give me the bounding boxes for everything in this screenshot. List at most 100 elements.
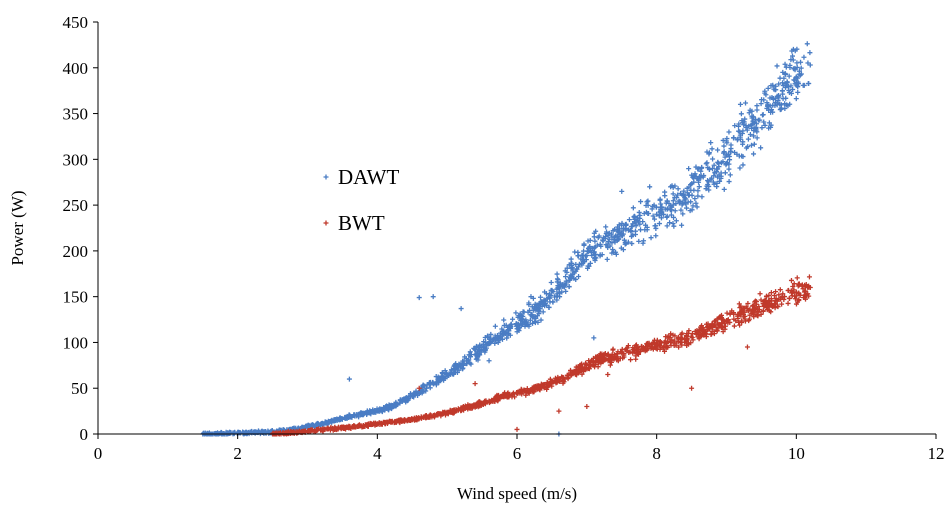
data-point-dawt bbox=[717, 178, 723, 184]
data-point-dawt bbox=[632, 228, 638, 234]
legend-label-bwt: BWT bbox=[338, 211, 385, 235]
data-point-bwt bbox=[594, 358, 600, 364]
data-point-dawt bbox=[586, 245, 592, 251]
data-point-dawt bbox=[792, 48, 798, 54]
data-point-bwt bbox=[727, 310, 733, 316]
data-point-dawt bbox=[679, 222, 685, 228]
data-point-dawt bbox=[451, 371, 457, 377]
data-point-dawt bbox=[454, 370, 460, 376]
data-point-bwt bbox=[382, 421, 388, 427]
data-point-dawt bbox=[739, 131, 745, 137]
data-point-dawt bbox=[544, 302, 550, 308]
data-point-bwt bbox=[741, 314, 747, 320]
data-point-dawt bbox=[694, 204, 700, 210]
data-point-dawt bbox=[678, 190, 684, 196]
data-point-bwt bbox=[535, 386, 541, 392]
data-point-bwt bbox=[316, 426, 322, 432]
data-point-bwt bbox=[495, 393, 501, 399]
data-point-bwt bbox=[512, 394, 518, 400]
data-point-bwt bbox=[657, 344, 663, 350]
data-point-dawt bbox=[204, 430, 210, 436]
data-point-dawt bbox=[546, 291, 552, 297]
data-point-dawt bbox=[566, 284, 572, 290]
data-point-bwt bbox=[354, 423, 360, 429]
data-point-dawt bbox=[423, 388, 429, 394]
data-point-dawt bbox=[593, 228, 599, 234]
data-point-dawt bbox=[658, 215, 664, 221]
data-point-dawt bbox=[714, 180, 720, 186]
data-point-dawt bbox=[501, 323, 507, 329]
data-point-dawt bbox=[647, 184, 653, 190]
data-point-dawt bbox=[718, 173, 724, 179]
data-point-bwt bbox=[576, 365, 582, 371]
data-point-bwt bbox=[360, 423, 366, 429]
data-point-bwt bbox=[615, 356, 621, 362]
data-point-bwt bbox=[586, 366, 592, 372]
data-point-dawt bbox=[784, 79, 790, 85]
data-point-dawt bbox=[595, 235, 601, 241]
data-point-bwt bbox=[332, 426, 338, 432]
data-point-dawt bbox=[749, 108, 755, 114]
data-point-bwt bbox=[804, 292, 810, 298]
data-point-dawt bbox=[670, 202, 676, 208]
data-point-dawt bbox=[743, 122, 749, 128]
data-point-dawt bbox=[751, 151, 757, 157]
data-point-dawt bbox=[728, 142, 734, 148]
data-point-dawt bbox=[746, 110, 752, 116]
data-point-dawt bbox=[668, 204, 674, 210]
data-point-bwt bbox=[716, 315, 722, 321]
data-point-dawt bbox=[689, 207, 695, 213]
data-point-dawt bbox=[481, 346, 487, 352]
data-point-dawt bbox=[765, 85, 771, 91]
data-point-dawt bbox=[800, 82, 806, 88]
data-point-dawt bbox=[419, 390, 425, 396]
data-point-bwt bbox=[579, 361, 585, 367]
data-point-dawt bbox=[473, 356, 479, 362]
data-point-dawt bbox=[675, 186, 681, 192]
data-point-dawt bbox=[555, 277, 561, 283]
data-point-dawt bbox=[724, 138, 729, 144]
data-point-dawt bbox=[779, 88, 785, 94]
data-point-dawt bbox=[751, 133, 757, 139]
x-tick-label: 4 bbox=[373, 444, 382, 463]
data-point-bwt bbox=[639, 344, 645, 350]
data-point-dawt bbox=[762, 122, 768, 128]
data-point-dawt bbox=[504, 335, 510, 341]
data-point-dawt bbox=[554, 297, 560, 303]
data-point-dawt bbox=[754, 103, 760, 109]
data-point-dawt bbox=[715, 147, 721, 153]
data-point-dawt bbox=[688, 182, 694, 188]
data-point-dawt bbox=[774, 100, 780, 106]
series-bwt bbox=[270, 274, 813, 437]
data-point-dawt bbox=[623, 221, 629, 227]
data-point-bwt bbox=[768, 309, 774, 315]
data-point-bwt bbox=[486, 398, 492, 404]
data-point-dawt bbox=[332, 417, 338, 423]
data-point-dawt bbox=[629, 241, 635, 247]
data-point-dawt bbox=[658, 208, 664, 214]
data-point-dawt bbox=[536, 309, 542, 315]
data-point-dawt bbox=[732, 123, 738, 129]
data-point-bwt bbox=[722, 323, 728, 329]
data-point-dawt bbox=[608, 231, 614, 237]
data-point-dawt bbox=[704, 160, 710, 166]
data-point-dawt bbox=[699, 164, 705, 170]
data-point-bwt bbox=[745, 301, 751, 307]
data-point-bwt bbox=[744, 344, 750, 350]
data-point-dawt bbox=[749, 115, 755, 121]
data-point-dawt bbox=[796, 71, 802, 77]
data-point-bwt bbox=[662, 348, 668, 354]
data-point-dawt bbox=[726, 161, 732, 167]
data-point-dawt bbox=[587, 237, 593, 243]
data-point-bwt bbox=[584, 362, 590, 368]
data-point-bwt bbox=[614, 351, 620, 357]
data-point-dawt bbox=[604, 256, 610, 262]
data-point-dawt bbox=[520, 313, 526, 319]
x-axis-title: Wind speed (m/s) bbox=[457, 484, 577, 503]
data-point-dawt bbox=[736, 123, 742, 129]
data-point-bwt bbox=[710, 323, 716, 329]
data-point-bwt bbox=[711, 318, 717, 324]
data-point-dawt bbox=[487, 336, 493, 342]
data-point-dawt bbox=[533, 315, 539, 321]
